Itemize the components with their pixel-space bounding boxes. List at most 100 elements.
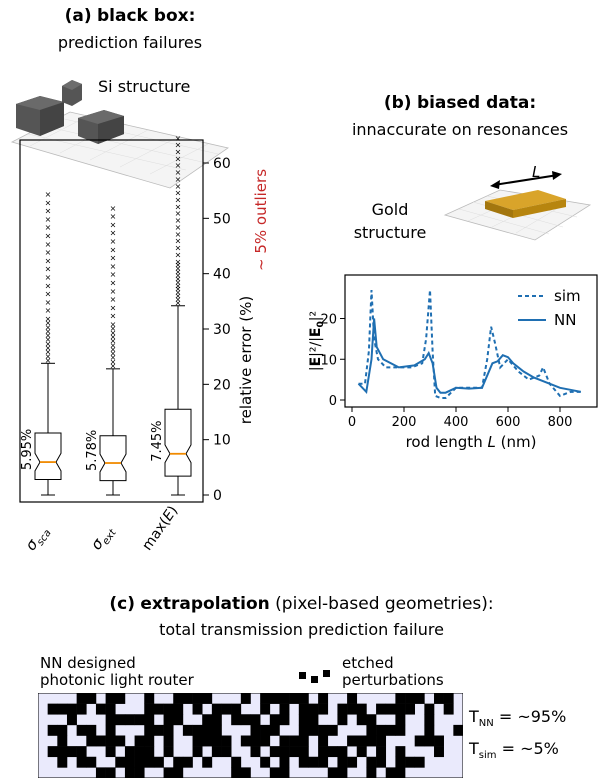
router-pixel <box>153 703 164 715</box>
outlier-mark: × <box>45 190 52 199</box>
y-tick-label: 0 <box>213 488 222 504</box>
router-pixel <box>405 693 416 704</box>
router-pixel <box>337 767 348 778</box>
router-pixel <box>76 746 87 758</box>
y-axis-label: relative error (%) <box>237 296 255 424</box>
legend-nn-label: NN <box>554 311 576 329</box>
router-pixel <box>269 693 280 704</box>
router-pixel <box>134 756 145 768</box>
box-1: ×××××××××××××××××××××××××5.78% <box>85 204 127 496</box>
router-pixel <box>202 756 213 768</box>
router-pixel <box>124 767 135 778</box>
gold-structure-illustration: L <box>443 165 592 241</box>
router-pixel <box>144 714 155 726</box>
router-pixel <box>173 693 184 704</box>
router-pixel <box>434 693 444 704</box>
outlier-mark: × <box>110 287 117 296</box>
y-axis: 0 10 20 30 40 50 60 <box>203 156 231 504</box>
x-tick-label: 400 <box>444 415 469 430</box>
router-pixel <box>356 746 367 758</box>
router-pixel <box>289 735 300 747</box>
router-pixel <box>424 703 435 715</box>
router-pixel <box>289 693 300 704</box>
x-tick-label: 200 <box>392 415 417 430</box>
outlier-mark: × <box>175 244 182 253</box>
router-pixel <box>356 703 367 715</box>
router-pixel <box>192 746 203 758</box>
outlier-mark: × <box>175 147 182 156</box>
router-pixel <box>95 703 106 715</box>
outlier-mark: × <box>45 323 52 332</box>
router-pixel <box>250 746 261 758</box>
router-pixel <box>182 756 193 768</box>
router-pixel <box>318 746 329 758</box>
router-pixel <box>221 735 232 747</box>
box-2: ×××××××××××××××××××××××××××××××7.45% <box>150 134 192 496</box>
router-pixel <box>337 714 348 726</box>
router-pixel <box>57 756 68 768</box>
router-pixel <box>192 703 203 715</box>
router-pixel <box>115 714 126 726</box>
router-pixel <box>395 703 406 715</box>
router-pixel <box>279 735 290 747</box>
router-pixel <box>47 746 58 758</box>
router-pixel <box>240 693 251 704</box>
panel-a-subtitle: prediction failures <box>57 33 203 52</box>
router-pixel <box>250 735 261 747</box>
router-pixel <box>144 746 155 758</box>
outlier-mark: × <box>175 202 182 211</box>
photonic-light-router <box>38 693 463 778</box>
outlier-mark: × <box>45 339 52 348</box>
outlier-mark: × <box>175 271 182 280</box>
legend: sim NN <box>518 287 581 329</box>
outlier-mark: × <box>175 141 182 150</box>
x-axis-labels: σsca σext max(E) <box>21 503 181 554</box>
outlier-mark: × <box>110 324 117 333</box>
router-label: NN designed photonic light router <box>40 654 194 689</box>
router-pixel <box>269 746 280 758</box>
outlier-mark: × <box>110 229 117 238</box>
outlier-mark: × <box>110 332 117 341</box>
panel-c-label: (c) <box>109 594 135 614</box>
router-pixel <box>395 746 406 758</box>
router-pixel <box>134 714 145 726</box>
outlier-mark: × <box>110 362 117 371</box>
gold-structure-label: Gold structure <box>353 200 427 242</box>
outlier-mark: × <box>175 237 182 246</box>
router-pixel <box>231 714 242 726</box>
outlier-mark: × <box>175 189 182 198</box>
router-pixel <box>260 693 271 704</box>
router-pixel <box>308 724 319 736</box>
router-pixel <box>47 703 58 715</box>
router-pixel <box>385 703 396 715</box>
router-pixel <box>231 767 242 778</box>
panel-a-label: (a) <box>64 6 92 26</box>
router-pixel <box>279 703 290 715</box>
router-pixel <box>115 756 126 768</box>
router-pixel <box>76 724 87 736</box>
panel-c-title-suffix: (pixel-based geometries): <box>275 594 494 614</box>
outlier-mark: × <box>45 223 52 232</box>
router-pixel <box>66 703 77 715</box>
y-tick-label: 10 <box>213 433 231 449</box>
x-label-max-e: max(E) <box>139 503 181 553</box>
router-pixel <box>66 714 77 726</box>
router-pixel <box>105 714 116 726</box>
router-pixel <box>95 735 106 747</box>
outlier-mark: × <box>175 298 182 307</box>
outlier-mark: × <box>110 345 117 354</box>
router-pixel <box>182 693 193 704</box>
panel-b-label: (b) <box>383 93 412 113</box>
y-tick-label: 20 <box>320 313 337 328</box>
y-tick-label: 50 <box>213 211 231 227</box>
box-plots: ××××××××××××××××××××××××××5.95%×××××××××… <box>20 134 192 496</box>
outlier-mark: × <box>175 295 182 304</box>
y-tick-label: 10 <box>320 353 337 368</box>
outlier-mark: × <box>110 349 117 358</box>
outlier-mark: × <box>45 298 52 307</box>
router-pixel <box>385 724 396 736</box>
outlier-mark: × <box>110 262 117 271</box>
router-pixel <box>395 767 406 778</box>
router-pixel <box>231 703 242 715</box>
router-pixel <box>86 756 97 768</box>
